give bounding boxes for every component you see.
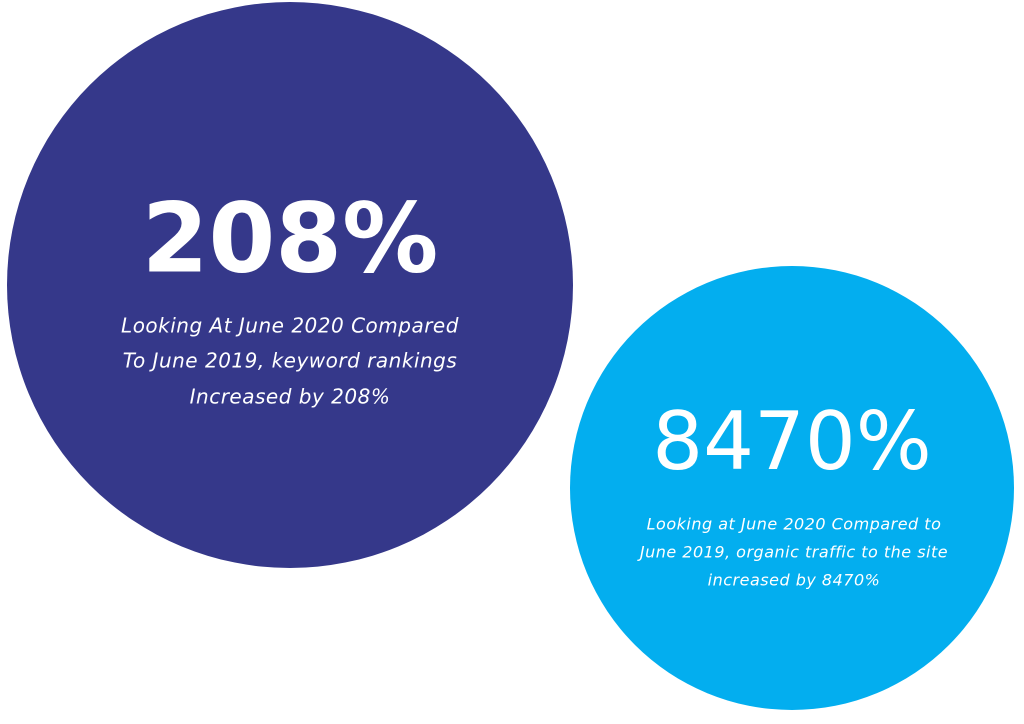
headline: 8470%	[652, 395, 932, 488]
description-line: June 2019, organic traffic to the site	[637, 543, 948, 562]
circle-keyword-rankings	[7, 2, 573, 568]
description-line: Increased by 208%	[190, 385, 391, 409]
circle-organic-traffic	[570, 266, 1014, 710]
description-line: To June 2019, keyword rankings	[123, 349, 458, 373]
description-line: Looking at June 2020 Compared to	[647, 515, 942, 534]
description-line: Looking At June 2020 Compared	[121, 314, 459, 338]
description-line: increased by 8470%	[708, 571, 881, 590]
headline: 208%	[142, 182, 439, 294]
